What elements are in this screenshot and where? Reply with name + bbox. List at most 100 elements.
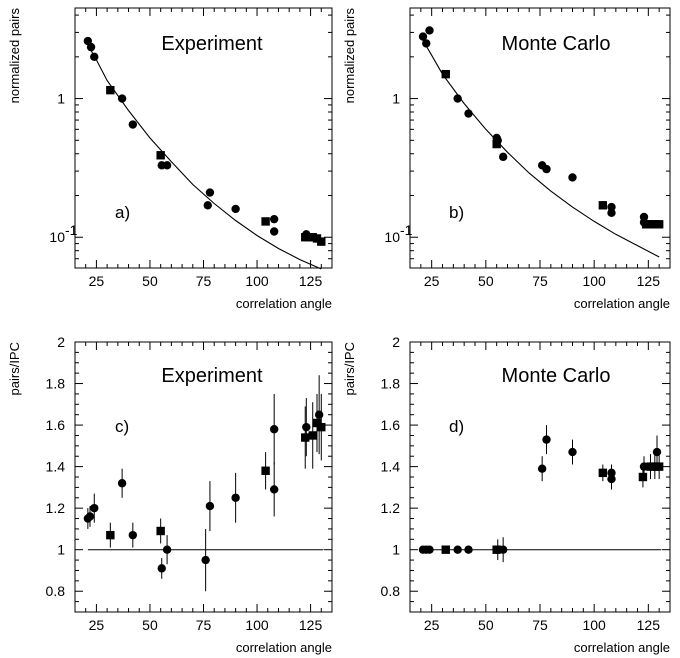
y-tick-label: 1.4 (46, 459, 66, 475)
circle-point (86, 42, 96, 52)
circle-point (302, 422, 311, 432)
y-tick-label: 1 (57, 91, 65, 107)
square-point (641, 220, 651, 229)
x-tick-label: 100 (582, 273, 606, 289)
square-point (261, 217, 270, 226)
x-axis-label: correlation angle (236, 296, 332, 311)
circle-point (537, 464, 547, 473)
x-tick-label: 75 (532, 617, 548, 633)
circle-point (542, 435, 551, 444)
x-tick-label: 125 (299, 273, 323, 289)
y-tick-label: 0.8 (46, 583, 66, 599)
y-tick-label: 10 (384, 229, 400, 245)
circle-point (425, 26, 434, 35)
y-tick-label: 1.6 (46, 417, 66, 433)
square-point (598, 468, 608, 478)
panel-letter: d) (449, 417, 464, 436)
circle-point (90, 52, 99, 62)
circle-point (128, 530, 138, 540)
square-point (441, 69, 450, 79)
square-point (261, 466, 270, 475)
panel-title: Experiment (161, 33, 263, 55)
y-tick-label: 1 (57, 542, 65, 558)
circle-point (498, 545, 508, 554)
y-axis-label: normalized pairs (342, 8, 357, 104)
square-point (301, 433, 310, 442)
square-point (317, 422, 326, 432)
square-point (598, 201, 608, 210)
x-tick-label: 50 (478, 273, 494, 289)
square-point (301, 233, 310, 242)
y-tick-label: 2 (57, 334, 65, 350)
panel-b: 25 50 75 100 125 1 10 -1 correlation angle normal… (342, 7, 671, 311)
square-point (654, 462, 664, 471)
x-tick-label: 50 (142, 273, 158, 289)
y-tick-label: 1.8 (46, 376, 66, 392)
square-point (650, 462, 660, 471)
circle-point (607, 208, 616, 218)
circle-point (157, 564, 166, 573)
x-tick-label: 75 (532, 273, 548, 289)
circle-point (201, 555, 210, 565)
circle-point (607, 474, 616, 484)
circle-point (425, 545, 434, 554)
x-axis-label: correlation angle (574, 296, 670, 311)
circle-point (639, 462, 649, 471)
square-point (646, 220, 655, 229)
circle-point (231, 493, 240, 502)
panel-d: 25 50 75 100 125 0.8 1 1.2 1.4 1.6 1.8 2 correlation… (342, 334, 671, 655)
panel-a: 25 50 75 100 125 1 10 -1 correlation angle normal… (7, 7, 333, 311)
circle-point (269, 485, 279, 494)
x-tick-label: 100 (245, 273, 269, 289)
circle-point (418, 32, 428, 41)
square-point (308, 431, 317, 440)
x-tick-label: 125 (299, 617, 323, 633)
circle-point (269, 227, 279, 236)
panel-title: Monte Carlo (502, 33, 611, 55)
circle-point (231, 204, 240, 214)
y-tick-label: 10 (49, 229, 65, 245)
x-tick-label: 125 (637, 617, 661, 633)
y-tick-label: 1 (392, 91, 400, 107)
x-tick-label: 25 (89, 273, 105, 289)
circle-point (205, 501, 215, 511)
y-tick-label: 1.4 (381, 459, 401, 475)
x-tick-label: 125 (637, 273, 661, 289)
x-axis-label: correlation angle (236, 640, 332, 655)
x-tick-label: 75 (196, 617, 212, 633)
y-tick-label: 1.2 (381, 500, 401, 516)
y-tick-label: 2 (392, 334, 400, 350)
square-point (441, 545, 450, 554)
square-point (492, 545, 501, 554)
x-axis-label: correlation angle (574, 640, 670, 655)
x-tick-label: 25 (424, 273, 440, 289)
y-tick-label: 1 (392, 542, 400, 558)
circle-point (90, 503, 99, 513)
y-axis-label: pairs/IPC (7, 342, 22, 395)
square-point (646, 462, 655, 471)
panel-title: Monte Carlo (502, 365, 611, 387)
square-point (654, 220, 664, 229)
x-tick-label: 100 (582, 617, 606, 633)
circle-point (422, 39, 431, 48)
x-tick-label: 100 (245, 617, 269, 633)
y-axis-label: pairs/IPC (342, 342, 357, 395)
square-point (650, 220, 660, 229)
circle-point (117, 479, 127, 488)
square-point (638, 472, 648, 482)
square-point (492, 139, 501, 149)
circle-point (464, 545, 473, 554)
circle-point (464, 109, 473, 118)
circle-point (162, 545, 172, 554)
fit-curve (85, 40, 322, 270)
square-point (312, 234, 322, 243)
x-tick-label: 25 (424, 617, 440, 633)
square-point (156, 151, 165, 160)
circle-point (269, 214, 279, 224)
circle-point (203, 201, 212, 210)
circle-point (128, 120, 138, 129)
y-tick-label: 1.8 (381, 376, 401, 392)
y-axis-label: normalized pairs (7, 8, 22, 104)
y-tick-label: 0.8 (381, 583, 401, 599)
